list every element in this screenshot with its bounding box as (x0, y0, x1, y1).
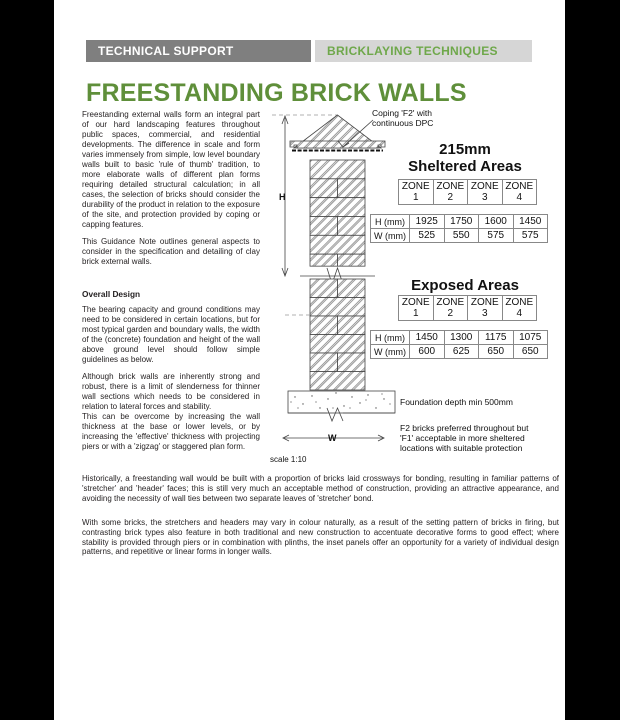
svg-text:W: W (328, 433, 337, 443)
svg-text:H: H (279, 192, 286, 202)
